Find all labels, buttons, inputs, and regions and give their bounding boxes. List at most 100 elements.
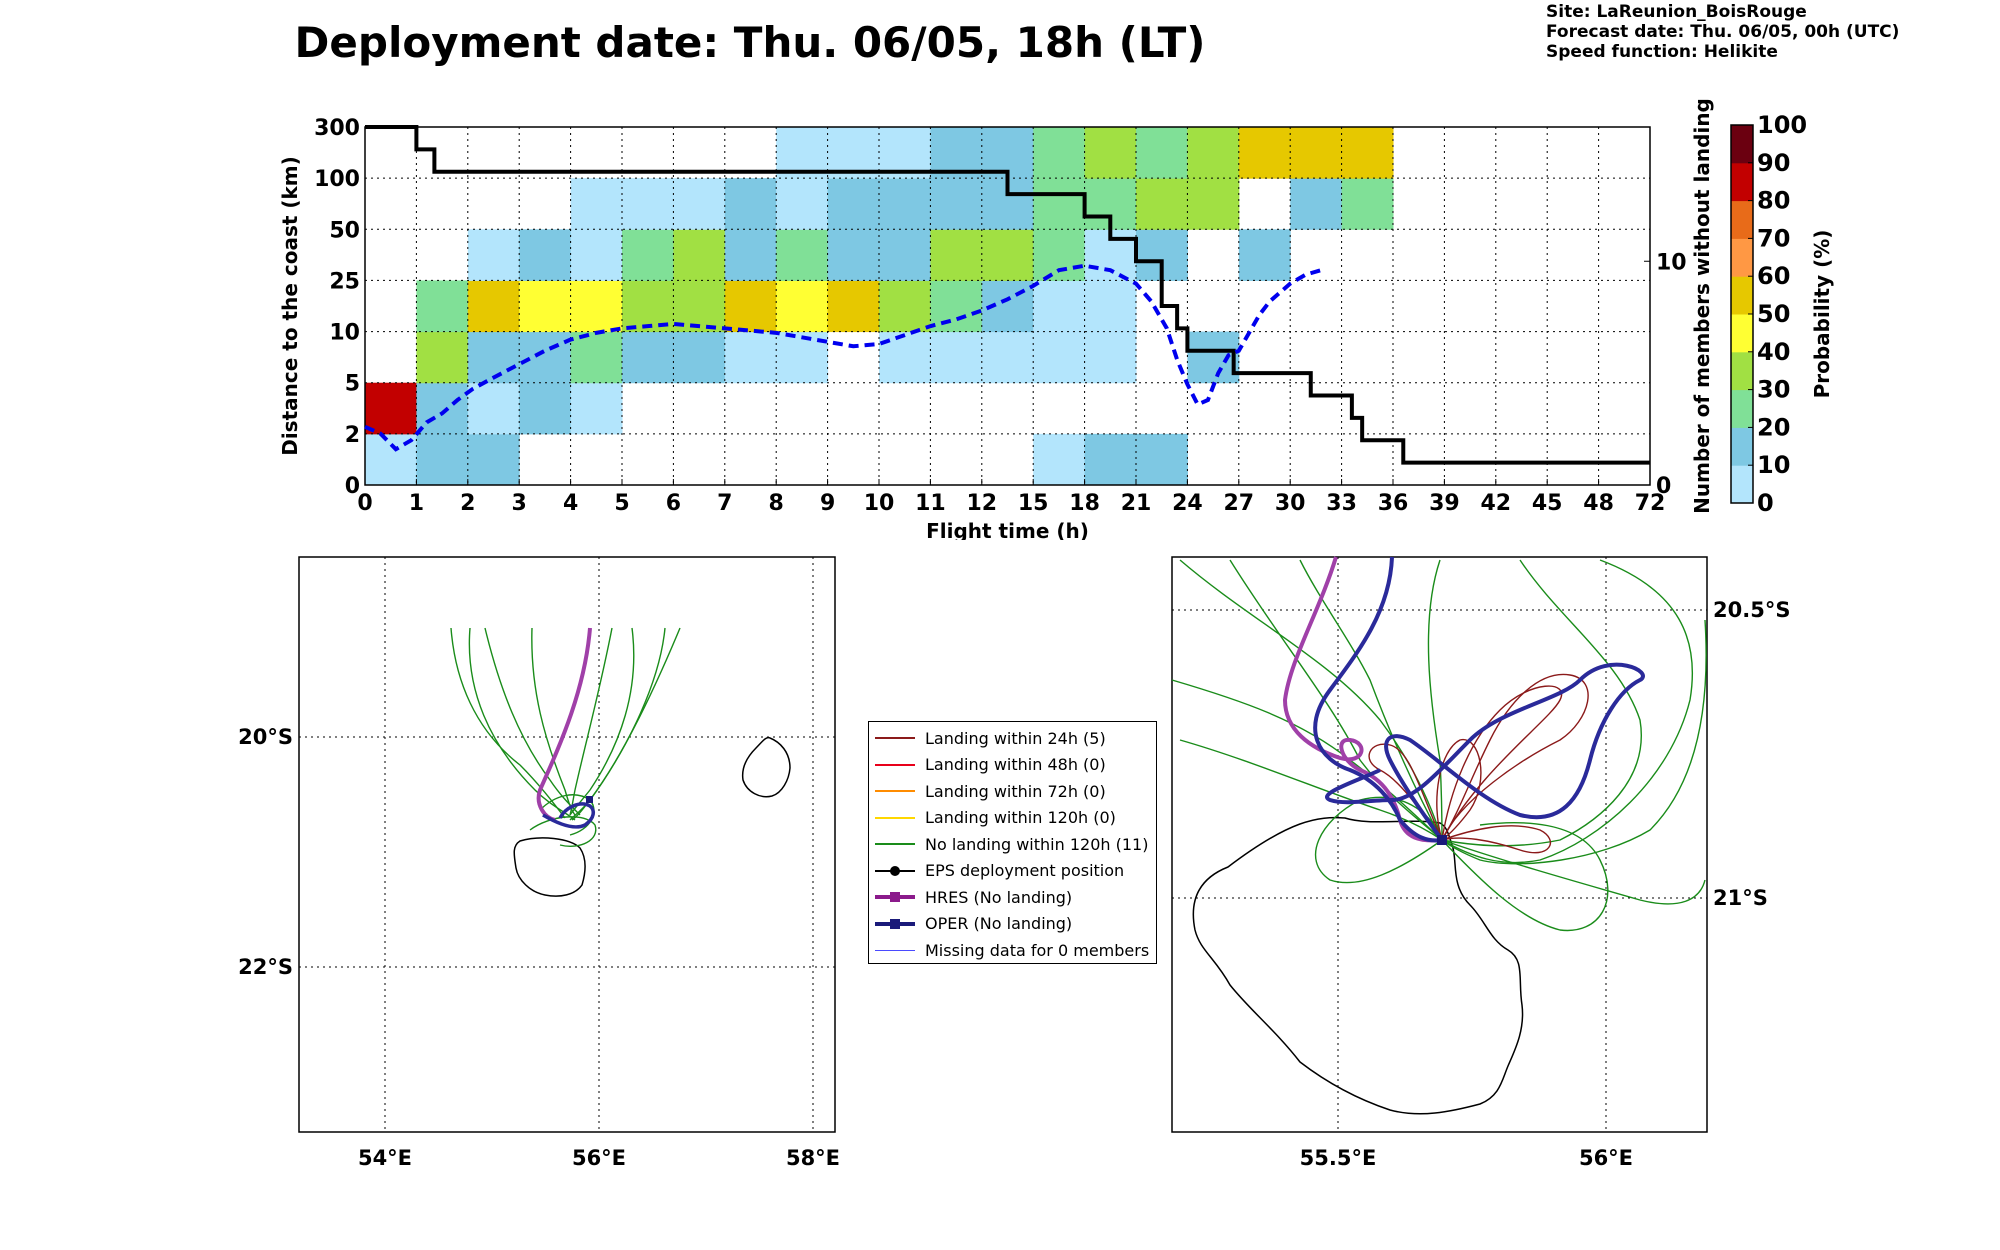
y2-axis-label: Number of members without landing [1690, 98, 1714, 514]
x-tick-label: 36 [1378, 491, 1409, 516]
x-tick-label: 4 [563, 491, 578, 516]
heatmap-cell [416, 280, 469, 333]
left-map-reunion-coastline [513, 837, 586, 897]
x-tick-label: 3 [512, 491, 527, 516]
heatmap-cell [622, 229, 674, 281]
x-tick-label: 8 [769, 491, 784, 516]
x-tick-label: 2 [460, 491, 475, 516]
heatmap-cell [1290, 178, 1343, 230]
right-map-lat-label: 21°S [1713, 886, 1768, 910]
left-map-lat-label: 22°S [238, 955, 293, 979]
x-tick-label: 45 [1532, 491, 1563, 516]
heatmap-cell [930, 178, 983, 230]
heatmap-cell [467, 229, 520, 281]
legend-item: Landing within 24h (5) [875, 726, 1106, 750]
legend-item: Landing within 72h (0) [875, 779, 1106, 803]
y-tick-label: 2 [345, 423, 360, 448]
x-tick-label: 12 [966, 491, 997, 516]
left-map-green-trajectory [571, 627, 681, 821]
colorbar-segment [1731, 200, 1753, 239]
heatmap-cell [570, 178, 623, 230]
left-map-oper-trajectory [542, 802, 595, 829]
legend-marker-circle [890, 865, 900, 876]
y2-tick-label: 0 [1656, 474, 1671, 499]
heatmap-cell [776, 280, 829, 333]
heatmap-cell [467, 280, 520, 333]
legend-label: HRES (No landing) [925, 887, 1073, 907]
x-tick-label: 6 [666, 491, 681, 516]
heatmap-cell [1033, 178, 1086, 230]
right-map-lon-label: 56°E [1579, 1146, 1633, 1170]
legend-label: No landing within 120h (11) [925, 834, 1149, 854]
right-map-green-trajectory [1229, 559, 1443, 841]
legend-line [875, 950, 915, 951]
right-map-darkred-trajectory [1441, 685, 1563, 841]
heatmap-cell [827, 178, 880, 230]
legend-swatch [875, 832, 915, 856]
heatmap-cell [365, 382, 417, 435]
heatmap-cell [1187, 127, 1240, 179]
right-map-green-trajectory [1441, 619, 1707, 865]
x-tick-label: 15 [1018, 491, 1049, 516]
heatmap-cell [519, 382, 572, 435]
y-tick-label: 10 [329, 321, 360, 346]
legend-item: Missing data for 0 members [875, 938, 1149, 962]
right-map-green-trajectory [1441, 559, 1694, 864]
heatmap-cell [776, 178, 829, 230]
legend-label: Landing within 24h (5) [925, 728, 1106, 748]
colorbar-tick-label: 20 [1757, 413, 1790, 441]
y2-tick-label: 10 [1656, 250, 1687, 275]
heatmap-cell [981, 331, 1034, 384]
x-tick-label: 11 [915, 491, 946, 516]
colorbar-tick-label: 100 [1757, 111, 1807, 139]
probability-heatmap-chart: 0 1 2 3 4 5 6 7 8 9 10 11 12 15 18 21 24 27 30 33 36 39 42 45 48… [278, 98, 1834, 540]
legend-swatch [875, 726, 915, 750]
right-map-green-trajectory [1427, 559, 1443, 841]
heatmap-cell [827, 229, 880, 281]
left-map-mauritius-coastline [741, 736, 791, 798]
heatmap-cell [1084, 331, 1137, 384]
heatmap-cell [1033, 433, 1086, 486]
speed-function-label: Speed function: Helikite [1546, 42, 1778, 62]
legend-line [875, 763, 915, 766]
colorbar-segment [1731, 238, 1753, 277]
x-tick-label: 72 [1635, 491, 1666, 516]
y-tick-label: 0 [345, 474, 360, 499]
y-tick-label: 300 [314, 116, 360, 141]
colorbar-tick-label: 30 [1757, 376, 1790, 404]
heatmap-cell [1238, 229, 1291, 281]
members-without-landing-line [365, 125, 1650, 465]
left-map-lon-label: 54°E [358, 1146, 412, 1170]
colorbar-tick-label: 70 [1757, 224, 1790, 252]
legend-item: Landing within 120h (0) [875, 806, 1116, 830]
colorbar-tick-label: 0 [1757, 489, 1774, 517]
colorbar-tick-label: 40 [1757, 338, 1790, 366]
legend-item: OPER (No landing) [875, 912, 1072, 936]
heatmap-cell [1136, 433, 1188, 486]
y-tick-label: 100 [314, 167, 360, 192]
heatmap-cell [467, 433, 520, 486]
heatmap-cell [879, 229, 931, 281]
heatmap-cell [622, 331, 674, 384]
legend-label: Landing within 120h (0) [925, 808, 1116, 827]
colorbar-tick-label: 60 [1757, 262, 1790, 290]
x-tick-label: 0 [357, 491, 372, 516]
x-tick-label: 9 [820, 491, 835, 516]
legend-label: Landing within 72h (0) [925, 781, 1106, 801]
x-tick-label: 18 [1069, 491, 1100, 516]
heatmap-cell [1290, 127, 1343, 179]
legend-swatch [875, 779, 915, 803]
heatmap-cell [827, 280, 880, 333]
y-tick-label: 50 [329, 218, 360, 243]
left-map-hres-trajectory [536, 627, 592, 822]
heatmap-cell [570, 280, 623, 333]
heatmap-cell [1187, 178, 1240, 230]
heatmap-cell [981, 229, 1034, 281]
legend-line [875, 843, 915, 845]
left-map-green-trajectory [468, 627, 576, 821]
chart-metadata: Site: LaReunion_BoisRouge Forecast date:… [1546, 2, 1899, 62]
legend-label: EPS deployment position [925, 861, 1125, 880]
x-tick-label: 42 [1480, 491, 1511, 516]
colorbar-segment [1731, 276, 1753, 315]
heatmap-cell [519, 280, 572, 333]
